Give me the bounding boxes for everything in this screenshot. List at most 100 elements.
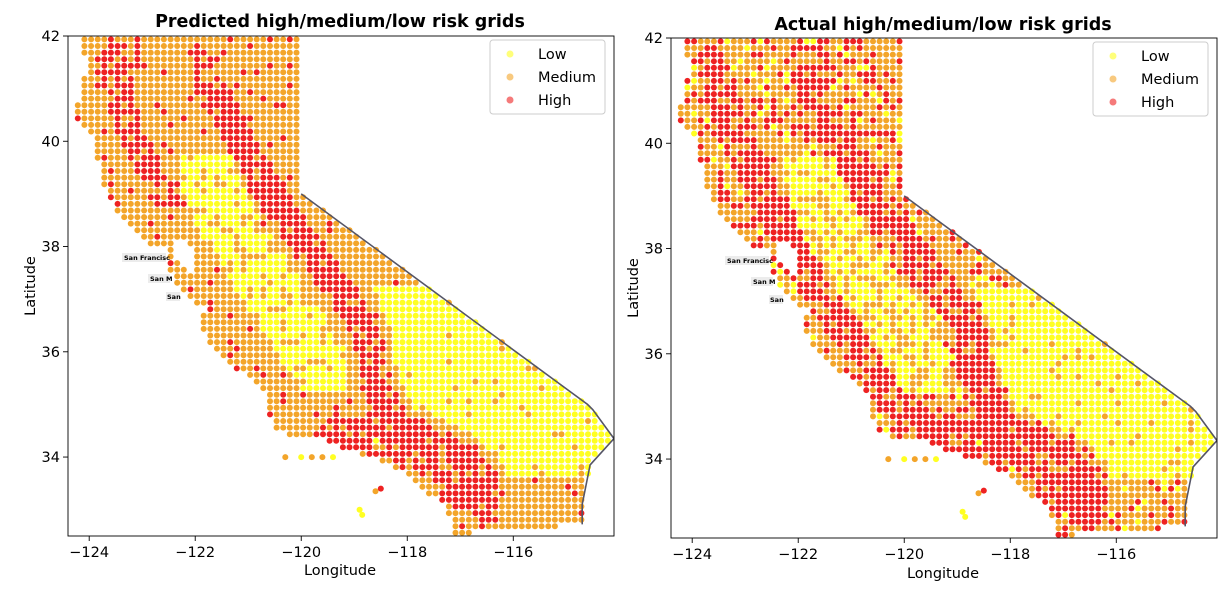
grid-point-medium	[121, 201, 127, 207]
grid-point-high	[724, 104, 730, 110]
grid-point-high	[777, 117, 783, 123]
grid-point-medium	[274, 227, 280, 233]
grid-point-high	[936, 275, 942, 281]
grid-point-high	[313, 431, 319, 437]
grid-point-low	[393, 326, 399, 332]
grid-point-medium	[287, 405, 293, 411]
grid-point-high	[963, 302, 969, 308]
grid-point-medium	[969, 249, 975, 255]
grid-point-high	[439, 497, 445, 503]
grid-point-medium	[1162, 400, 1168, 406]
grid-point-low	[1095, 367, 1101, 373]
grid-point-low	[897, 117, 903, 123]
grid-point-high	[128, 122, 134, 128]
grid-point-low	[1049, 328, 1055, 334]
grid-point-high	[1102, 499, 1108, 505]
grid-point-high	[963, 453, 969, 459]
grid-point-medium	[824, 229, 830, 235]
grid-point-medium	[426, 418, 432, 424]
grid-point-high	[234, 109, 240, 115]
grid-point-low	[1075, 427, 1081, 433]
grid-point-low	[1162, 440, 1168, 446]
grid-point-medium	[1175, 492, 1181, 498]
grid-point-low	[234, 254, 240, 260]
grid-point-medium	[1075, 446, 1081, 452]
grid-point-high	[347, 313, 353, 319]
grid-point-medium	[168, 109, 174, 115]
grid-point-low	[857, 216, 863, 222]
grid-point-medium	[393, 372, 399, 378]
grid-point-medium	[194, 142, 200, 148]
grid-point-low	[313, 365, 319, 371]
grid-point-high	[989, 407, 995, 413]
grid-point-high	[254, 194, 260, 200]
grid-point-low	[439, 319, 445, 325]
grid-point-low	[1188, 446, 1194, 452]
grid-point-high	[347, 444, 353, 450]
grid-point-low	[466, 319, 472, 325]
grid-point-medium	[943, 236, 949, 242]
grid-point-high	[857, 210, 863, 216]
grid-point-medium	[121, 208, 127, 214]
grid-point-low	[539, 411, 545, 417]
grid-point-low	[1042, 400, 1048, 406]
grid-point-high	[943, 315, 949, 321]
grid-point-medium	[181, 286, 187, 292]
grid-point-high	[850, 137, 856, 143]
grid-point-high	[234, 346, 240, 352]
grid-point-medium	[274, 161, 280, 167]
grid-point-medium	[274, 359, 280, 365]
grid-point-medium	[115, 168, 121, 174]
grid-point-low	[863, 288, 869, 294]
grid-point-medium	[168, 129, 174, 135]
grid-point-medium	[280, 405, 286, 411]
grid-point-low	[247, 300, 253, 306]
grid-point-high	[260, 208, 266, 214]
grid-point-medium	[221, 36, 227, 42]
grid-point-low	[234, 267, 240, 273]
grid-point-high	[950, 361, 956, 367]
city-label-san-mateo: San M	[150, 275, 172, 283]
grid-point-high	[227, 352, 233, 358]
grid-point-medium	[300, 254, 306, 260]
grid-point-medium	[830, 223, 836, 229]
grid-point-medium	[890, 124, 896, 130]
grid-point-medium	[1122, 512, 1128, 518]
grid-point-medium	[300, 286, 306, 292]
grid-point-medium	[234, 43, 240, 49]
grid-point-low	[1109, 420, 1115, 426]
grid-point-low	[1122, 486, 1128, 492]
grid-point-medium	[347, 240, 353, 246]
x-tick-label: −122	[175, 545, 215, 561]
grid-point-low	[1168, 453, 1174, 459]
grid-point-medium	[340, 254, 346, 260]
grid-point-low	[930, 387, 936, 393]
grid-point-low	[525, 438, 531, 444]
grid-point-medium	[214, 148, 220, 154]
grid-point-low	[983, 288, 989, 294]
grid-point-low	[519, 398, 525, 404]
grid-point-low	[373, 438, 379, 444]
grid-point-medium	[466, 530, 472, 536]
grid-point-high	[737, 177, 743, 183]
grid-point-high	[214, 89, 220, 95]
grid-point-high	[360, 365, 366, 371]
grid-point-low	[532, 385, 538, 391]
grid-point-high	[121, 69, 127, 75]
grid-point-low	[897, 354, 903, 360]
grid-point-medium	[956, 381, 962, 387]
grid-point-high	[943, 413, 949, 419]
grid-point-medium	[366, 267, 372, 273]
grid-point-high	[161, 142, 167, 148]
grid-point-high	[1075, 512, 1081, 518]
grid-point-low	[459, 319, 465, 325]
grid-point-low	[943, 354, 949, 360]
grid-point-medium	[877, 249, 883, 255]
grid-point-low	[532, 458, 538, 464]
grid-point-low	[194, 168, 200, 174]
grid-point-medium	[718, 203, 724, 209]
grid-point-low	[830, 229, 836, 235]
grid-point-medium	[552, 477, 558, 483]
grid-point-medium	[830, 117, 836, 123]
grid-point-high	[877, 381, 883, 387]
